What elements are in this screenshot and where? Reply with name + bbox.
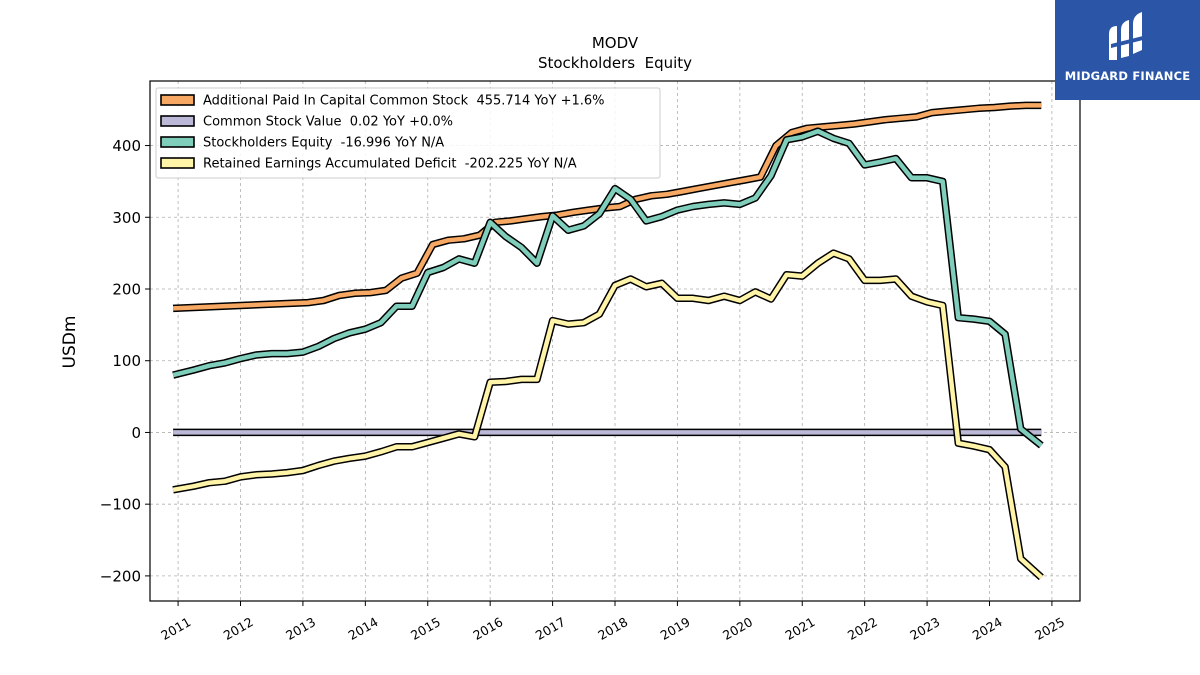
series-lines (172, 101, 1044, 581)
legend-swatch (160, 136, 195, 148)
series-line-3 (172, 249, 1044, 581)
logo-text: MIDGARD FINANCE (1064, 69, 1191, 83)
x-tick-label: 2020 (720, 614, 755, 643)
y-tick-label: 100 (112, 352, 141, 370)
series-stroke (172, 250, 1043, 579)
y-tick-label: 400 (112, 137, 141, 155)
series-stroke (172, 128, 1043, 448)
x-tick-label: 2011 (158, 614, 193, 643)
x-tick-label: 2013 (283, 614, 318, 643)
legend-label: Retained Earnings Accumulated Deficit -2… (203, 157, 577, 172)
chart-subtitle: Stockholders Equity (538, 54, 692, 72)
y-tick-label: −200 (100, 567, 141, 585)
legend: Additional Paid In Capital Common Stock … (155, 87, 661, 179)
legend-label: Additional Paid In Capital Common Stock … (203, 94, 605, 109)
x-tick-label: 2025 (1032, 614, 1067, 643)
legend-label: Stockholders Equity -16.996 YoY N/A (203, 136, 444, 151)
x-tick-label: 2018 (595, 614, 630, 643)
x-tick-label: 2019 (658, 614, 693, 643)
series-line-2 (172, 127, 1044, 449)
x-tick-label: 2015 (408, 614, 443, 643)
legend-swatch (160, 115, 195, 127)
y-tick-label: 300 (112, 209, 141, 227)
x-tick-label: 2012 (221, 614, 256, 643)
x-tick-label: 2014 (346, 614, 381, 643)
x-tick-label: 2023 (907, 614, 942, 643)
series-stroke (173, 103, 1042, 311)
y-tick-label: 0 (131, 424, 141, 442)
x-tick-label: 2022 (845, 614, 880, 643)
legend-swatch (160, 94, 195, 106)
y-axis-label: USDm (60, 316, 80, 369)
y-tick-label: −100 (100, 496, 141, 514)
x-tick-label: 2016 (470, 614, 505, 643)
x-tick-label: 2021 (782, 614, 817, 643)
chart-title: MODV (592, 34, 639, 52)
x-axis-ticks: 2011 2012 2013 2014 2015 2016 2017 2018 2019 2020… (158, 601, 1067, 643)
legend-box (155, 87, 661, 179)
midgard-finance-logo: MIDGARD FINANCE (1055, 0, 1200, 100)
y-tick-label: 200 (112, 281, 141, 299)
series-line-0 (172, 101, 1042, 313)
midgard-logo-icon (1109, 12, 1143, 60)
legend-entries: Additional Paid In Capital Common Stock … (160, 94, 605, 172)
x-tick-label: 2017 (533, 614, 568, 643)
legend-swatch (160, 157, 195, 169)
y-axis-ticks: −200 −100 0 100 200 300 400 (100, 137, 150, 585)
x-tick-label: 2024 (970, 614, 1005, 643)
legend-label: Common Stock Value 0.02 YoY +0.0% (203, 115, 453, 130)
